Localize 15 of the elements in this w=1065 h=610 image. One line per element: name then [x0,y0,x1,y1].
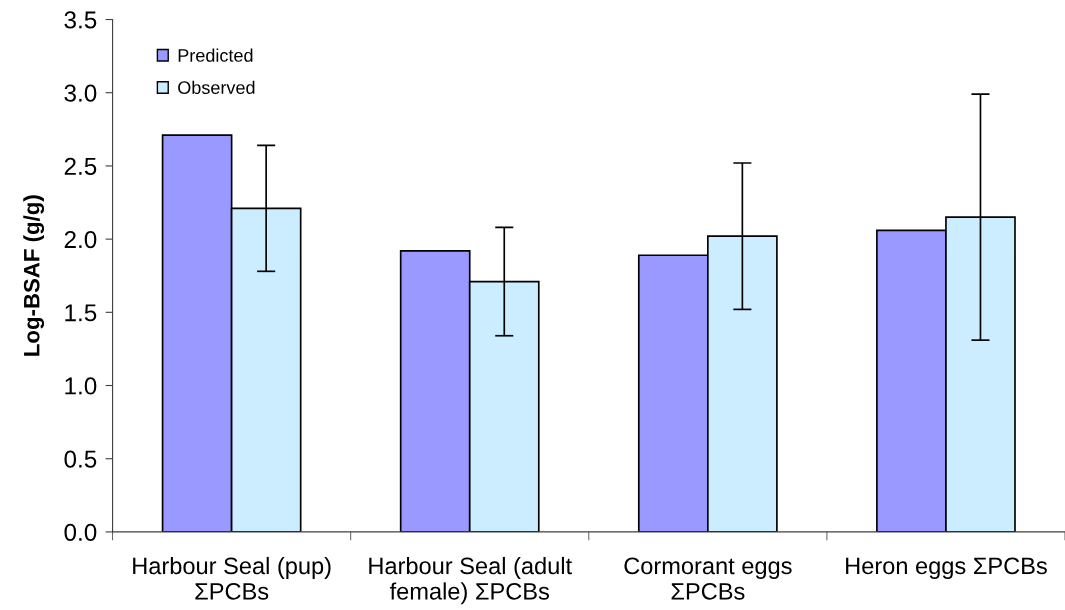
y-tick-label: 0.0 [64,523,97,541]
legend-label: Observed [178,80,255,95]
y-axis-title: Log-BSAF (g/g) [23,195,45,356]
x-tick-label: Harbour Seal (adult female) ΣPCBs [369,556,572,605]
x-tick-label: Cormorant eggs ΣPCBs [624,557,792,600]
x-tick-label: Harbour Seal (pup) ΣPCBs [133,556,331,600]
y-tick-label: 1.5 [65,304,97,322]
x-tick-label: Heron eggs ΣPCBs [846,557,1047,579]
y-tick-label: 2.5 [64,157,97,175]
y-tick-label: 3.0 [64,84,97,102]
y-tick-label: 1.0 [65,377,97,395]
y-tick-label: 2.0 [64,230,97,249]
y-tick-label: 3.5 [64,11,97,29]
y-tick-label: 0.5 [64,450,97,468]
legend-label: Predicted [178,48,253,62]
